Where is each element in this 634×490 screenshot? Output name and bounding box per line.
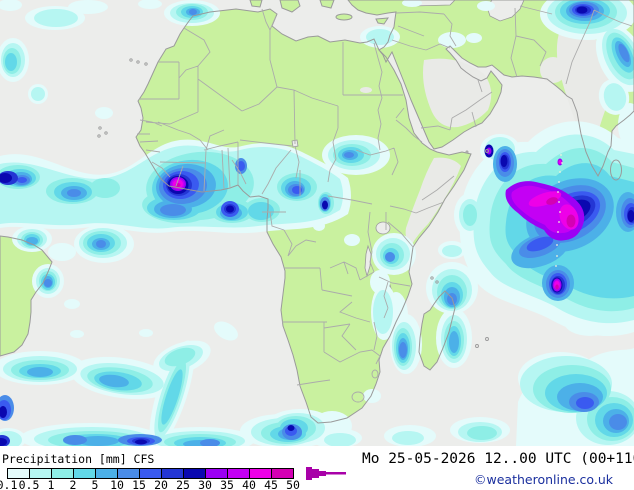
legend-tick-label: 20 [154, 478, 168, 490]
precipitation-map [0, 0, 634, 446]
copyright-notice: ©weatheronline.co.uk [474, 472, 613, 487]
legend-tick-label: 0.5 [18, 478, 40, 490]
legend-tick-label: 5 [91, 478, 99, 490]
maldives-island-dots [555, 154, 563, 267]
legend-arrow-icon [306, 467, 346, 480]
legend-colorbar [7, 468, 294, 479]
legend-tick-label: 10 [110, 478, 124, 490]
legend-tick-label: 0.1 [0, 478, 18, 490]
map-footer: Precipitation [mm] CFS 0.1 0.5 1 2 5 10 15 20 25… [0, 446, 634, 490]
legend-tick-label: 2 [69, 478, 77, 490]
legend-title: Precipitation [mm] CFS [2, 452, 155, 466]
legend-tick-label: 50 [286, 478, 300, 490]
small-islands [97, 58, 489, 403]
legend-tick-label: 40 [242, 478, 256, 490]
legend-tick-label: 45 [264, 478, 278, 490]
weather-map-svg [0, 0, 634, 446]
legend-tick-label: 15 [132, 478, 146, 490]
legend-tick-labels: 0.1 0.5 1 2 5 10 15 20 25 30 35 40 45 50 [0, 478, 360, 490]
legend-tick-label: 1 [47, 478, 55, 490]
legend-tick-label: 25 [176, 478, 190, 490]
legend-tick-label: 35 [220, 478, 234, 490]
legend-color-cell [271, 468, 294, 479]
precip-level-45mm [175, 183, 576, 290]
precipitation-overlay [0, 0, 634, 446]
legend-tick-label: 30 [198, 478, 212, 490]
forecast-datetime: Mo 25-05-2026 12..00 UTC (00+110 [362, 451, 634, 467]
country-borders [137, 5, 633, 386]
